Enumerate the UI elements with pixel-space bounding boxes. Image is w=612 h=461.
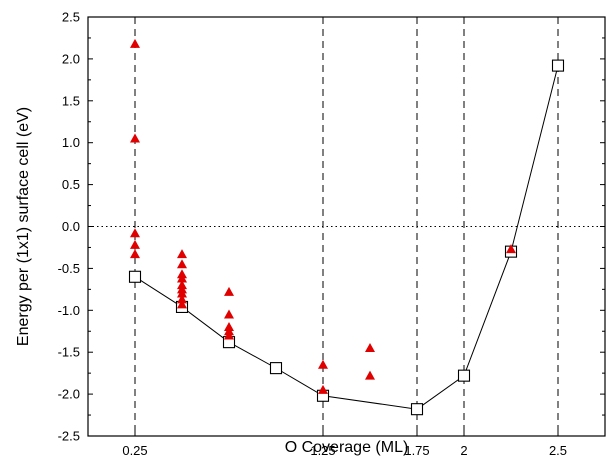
y-tick-label: -2.0	[58, 387, 80, 402]
y-tick-label: -1.5	[58, 345, 80, 360]
triangle-marker	[224, 330, 234, 340]
axis-ticks	[88, 16, 605, 437]
y-tick-label: -2.5	[58, 429, 80, 444]
y-tick-label: 1.5	[62, 93, 80, 108]
triangle-marker	[177, 288, 187, 298]
data-series	[128, 38, 565, 416]
triangle-marker	[130, 239, 140, 249]
triangle-marker	[224, 286, 234, 296]
triangle-marker	[318, 384, 328, 394]
triangle-marker	[365, 343, 375, 353]
square-marker	[128, 270, 142, 283]
x-tick-label: 1.75	[404, 443, 429, 458]
triangle-marker	[130, 249, 140, 259]
triangle-marker	[318, 359, 328, 369]
triangle-marker	[130, 133, 140, 143]
triangle-marker	[177, 249, 187, 259]
triangle-marker	[365, 370, 375, 380]
triangle-marker	[130, 228, 140, 238]
y-tick-label: 1.0	[62, 135, 80, 150]
triangle-marker	[506, 244, 516, 254]
x-tick-label: 2.5	[549, 443, 567, 458]
y-axis-title: Energy per (1x1) surface cell (eV)	[15, 107, 32, 346]
y-tick-label: -0.5	[58, 261, 80, 276]
y-tick-labels: 2.5 2.0 1.5 1.0 0.5 0.0 -0.5 -1.0 -1.5 -2.0 -2.5	[58, 10, 80, 444]
y-tick-label: -1.0	[58, 303, 80, 318]
triangle-marker	[130, 38, 140, 48]
square-marker	[269, 362, 283, 375]
square-marker	[457, 369, 471, 382]
y-tick-label: 0.5	[62, 177, 80, 192]
triangle-marker	[177, 294, 187, 304]
triangle-marker	[224, 309, 234, 319]
triangle-marker	[177, 299, 187, 309]
triangle-marker	[177, 259, 187, 269]
y-tick-label: 2.5	[62, 10, 80, 25]
y-tick-label: 0.0	[62, 219, 80, 234]
y-tick-label: 2.0	[62, 51, 80, 66]
x-tick-labels: 0.25 1.25 1.75 2 2.5	[122, 443, 567, 458]
x-tick-label: 1.25	[310, 443, 335, 458]
x-tick-label: 0.25	[122, 443, 147, 458]
x-axis-title: O Coverage (ML)	[285, 439, 409, 456]
square-marker	[551, 59, 565, 72]
triangle-marker	[177, 273, 187, 283]
x-tick-label: 2	[460, 443, 467, 458]
square-marker	[410, 403, 424, 416]
